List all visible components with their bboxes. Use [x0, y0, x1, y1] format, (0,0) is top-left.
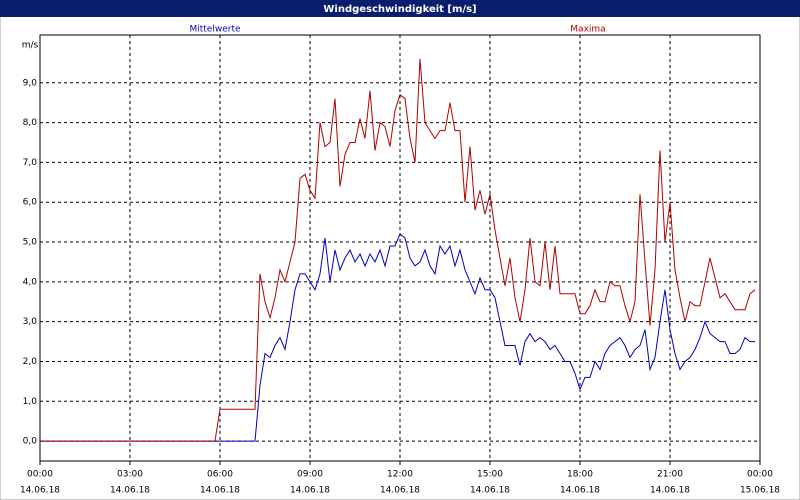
x-tick-label: 21:00: [657, 470, 683, 480]
y-tick-label: 9,0: [23, 78, 38, 88]
x-tick-date: 15.06.18: [740, 486, 780, 496]
x-tick-label: 15:00: [477, 470, 503, 480]
x-tick-label: 12:00: [387, 470, 413, 480]
y-tick-label: 6,0: [23, 198, 38, 208]
legend-label: Mittelwerte: [189, 25, 240, 35]
x-tick-date: 14.06.18: [650, 486, 690, 496]
x-tick-label: 18:00: [567, 470, 593, 480]
data-line: [40, 58, 756, 442]
chart-title: Windgeschwindigkeit [m/s]: [323, 4, 476, 15]
y-tick-label: 5,0: [23, 238, 38, 248]
x-tick-label: 09:00: [297, 470, 323, 480]
y-tick-label: 0,0: [23, 437, 38, 447]
x-tick-date: 14.06.18: [290, 486, 330, 496]
x-tick-label: 06:00: [207, 470, 233, 480]
title-bar: [0, 0, 800, 17]
y-axis-label: m/s: [22, 41, 39, 51]
x-tick-date: 14.06.18: [470, 486, 510, 496]
x-tick-date: 14.06.18: [20, 486, 60, 496]
y-tick-label: 1,0: [23, 397, 38, 407]
y-tick-label: 4,0: [23, 277, 38, 287]
x-tick-label: 00:00: [747, 470, 773, 480]
y-tick-label: 7,0: [23, 158, 38, 168]
data-line: [40, 233, 755, 442]
y-tick-label: 2,0: [23, 357, 38, 367]
y-tick-label: 3,0: [23, 317, 38, 327]
x-tick-date: 14.06.18: [380, 486, 420, 496]
x-tick-label: 00:00: [27, 470, 53, 480]
x-tick-label: 03:00: [117, 470, 143, 480]
x-tick-date: 14.06.18: [560, 486, 600, 496]
x-tick-date: 14.06.18: [200, 486, 240, 496]
x-tick-date: 14.06.18: [110, 486, 150, 496]
y-tick-label: 8,0: [23, 118, 38, 128]
legend-label: Maxima: [570, 25, 605, 35]
